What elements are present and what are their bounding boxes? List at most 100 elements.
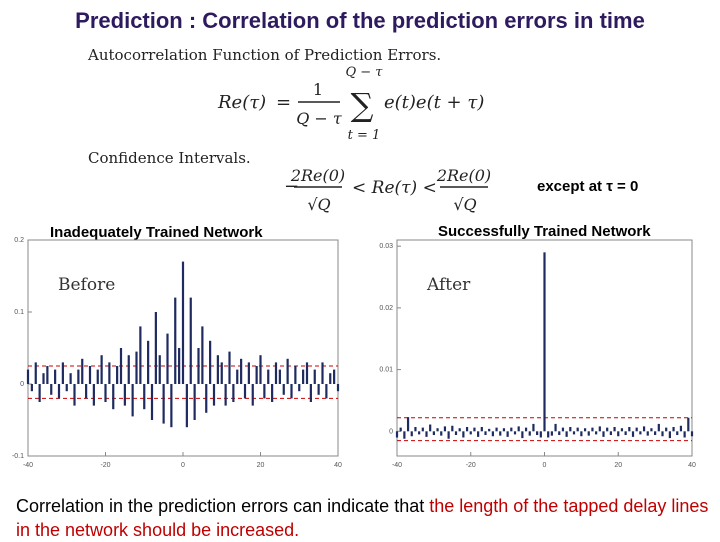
autocorrelation-bar — [580, 431, 583, 437]
autocorrelation-bar — [170, 384, 173, 428]
autocorrelation-bar — [646, 431, 649, 436]
autocorrelation-bar — [88, 366, 92, 384]
autocorrelation-bar — [539, 431, 542, 438]
autocorrelation-bar — [321, 362, 324, 384]
autocorrelation-bar — [143, 384, 146, 410]
autocorrelation-bar — [554, 423, 557, 432]
autocorrelation-bar — [447, 431, 450, 439]
autocorrelation-bar — [290, 384, 293, 399]
autocorrelation-bar — [333, 369, 336, 384]
autocorrelation-bar — [158, 355, 161, 384]
autocorrelation-bar — [451, 425, 454, 432]
autocorrelation-bar — [598, 426, 601, 432]
autocorrelation-bar — [263, 384, 266, 399]
y-tick-label: 0 — [20, 381, 24, 388]
autocorrelation-bar — [61, 362, 64, 384]
autocorrelation-bar — [499, 431, 502, 436]
autocorrelation-bar — [247, 362, 250, 384]
eq1-sum-lower: t = 1 — [348, 128, 381, 143]
eq1-sigma: ∑ — [351, 86, 374, 124]
autocorrelation-bar — [216, 355, 219, 384]
y-tick-label: 0 — [389, 428, 393, 435]
autocorrelation-bar — [617, 431, 620, 437]
y-tick-label: -0.1 — [12, 453, 24, 460]
x-tick-label: 20 — [614, 462, 622, 469]
autocorrelation-bar — [414, 426, 417, 432]
autocorrelation-bar — [96, 369, 99, 384]
autocorrelation-bar — [521, 431, 524, 439]
autocorrelation-bar — [591, 427, 594, 432]
x-tick-label: -40 — [23, 462, 33, 469]
autocorrelation-bar — [657, 423, 660, 432]
x-tick-label: 0 — [181, 462, 185, 469]
autocorrelation-bar — [212, 384, 216, 406]
autocorrelation-bar — [174, 297, 177, 384]
autocorrelation-bar — [329, 373, 332, 384]
autocorrelation-bar — [558, 431, 561, 436]
autocorrelation-bar — [116, 366, 119, 384]
autocorrelation-bar — [77, 369, 80, 384]
x-tick-label: 0 — [543, 462, 547, 469]
autocorrelation-bar — [162, 384, 165, 424]
autocorrelation-bar — [690, 431, 694, 437]
autocorrelation-bar — [92, 384, 95, 406]
eq1-numerator: 1 — [313, 80, 323, 99]
autocorrelation-bar — [395, 431, 399, 438]
equations: Re(τ) = 1 Q − τ Q − τ ∑ t = 1 e(t)e(t + … — [217, 65, 491, 214]
autocorrelation-bar — [465, 426, 469, 432]
autocorrelation-bar — [243, 384, 247, 399]
autocorrelation-bar — [240, 358, 243, 384]
autocorrelation-bar — [547, 431, 550, 438]
autocorrelation-bar — [565, 431, 568, 437]
caption-text: Correlation in the prediction errors can… — [16, 496, 430, 516]
autocorrelation-bar — [650, 428, 653, 432]
eq1-sum-upper: Q − τ — [345, 65, 383, 80]
autocorrelation-bar — [193, 384, 196, 420]
after-autocorrelation-chart: -40 -20 0 20 40 0 0.01 0.02 0.03 After — [379, 239, 696, 469]
autocorrelation-bar — [271, 384, 274, 402]
autocorrelation-bar — [294, 366, 297, 384]
autocorrelation-bar — [654, 431, 657, 436]
slide-title: Prediction : Correlation of the predicti… — [75, 8, 645, 33]
autocorrelation-bar — [50, 384, 53, 395]
autocorrelation-bar — [620, 428, 624, 432]
eq2-left-numerator: 2Re(0) — [290, 166, 345, 185]
autocorrelation-bar — [561, 427, 565, 432]
before-autocorrelation-chart: -40 -20 0 20 40 -0.1 0 0.1 0.2 Before — [12, 237, 342, 469]
autocorrelation-bar — [587, 431, 590, 436]
autocorrelation-bar — [154, 312, 157, 384]
autocorrelation-bar — [104, 384, 107, 402]
autocorrelation-bar — [462, 431, 465, 438]
autocorrelation-bar — [609, 431, 612, 436]
autocorrelation-bar — [543, 252, 546, 432]
autocorrelation-bar — [232, 384, 235, 402]
eq2-minus: − — [284, 176, 299, 197]
left-plot-title: Inadequately Trained Network — [50, 224, 263, 241]
autocorrelation-bar — [429, 424, 432, 432]
autocorrelation-bar — [147, 340, 150, 384]
autocorrelation-bar — [181, 261, 185, 384]
autocorrelation-bar — [224, 384, 227, 406]
autocorrelation-bar — [635, 427, 638, 432]
autocorrelation-bar — [679, 425, 683, 432]
autocorrelation-bar — [325, 384, 328, 399]
autocorrelation-bar — [150, 384, 154, 420]
autocorrelation-bar — [683, 431, 686, 438]
eq2-middle: < Re(τ) < — [352, 178, 437, 198]
autocorrelation-bar — [532, 423, 535, 432]
eq1-term: e(t)e(t + τ) — [384, 92, 484, 113]
y-tick-label: 0.2 — [14, 237, 24, 244]
autocorrelation-bar — [502, 428, 506, 432]
y-tick-label: 0.1 — [14, 309, 24, 316]
autocorrelation-bar — [123, 384, 126, 406]
autocorrelation-bar — [286, 358, 289, 384]
autocorrelation-bar — [209, 340, 212, 384]
autocorrelation-bar — [410, 431, 413, 437]
autocorrelation-bar — [583, 428, 587, 432]
autocorrelation-bar — [473, 427, 476, 432]
autocorrelation-bar — [403, 431, 406, 439]
autocorrelation-bar — [576, 427, 579, 432]
autocorrelation-bar — [185, 384, 188, 428]
eq2-right-denominator: √Q — [453, 195, 476, 214]
autocorrelation-bar — [69, 373, 72, 384]
